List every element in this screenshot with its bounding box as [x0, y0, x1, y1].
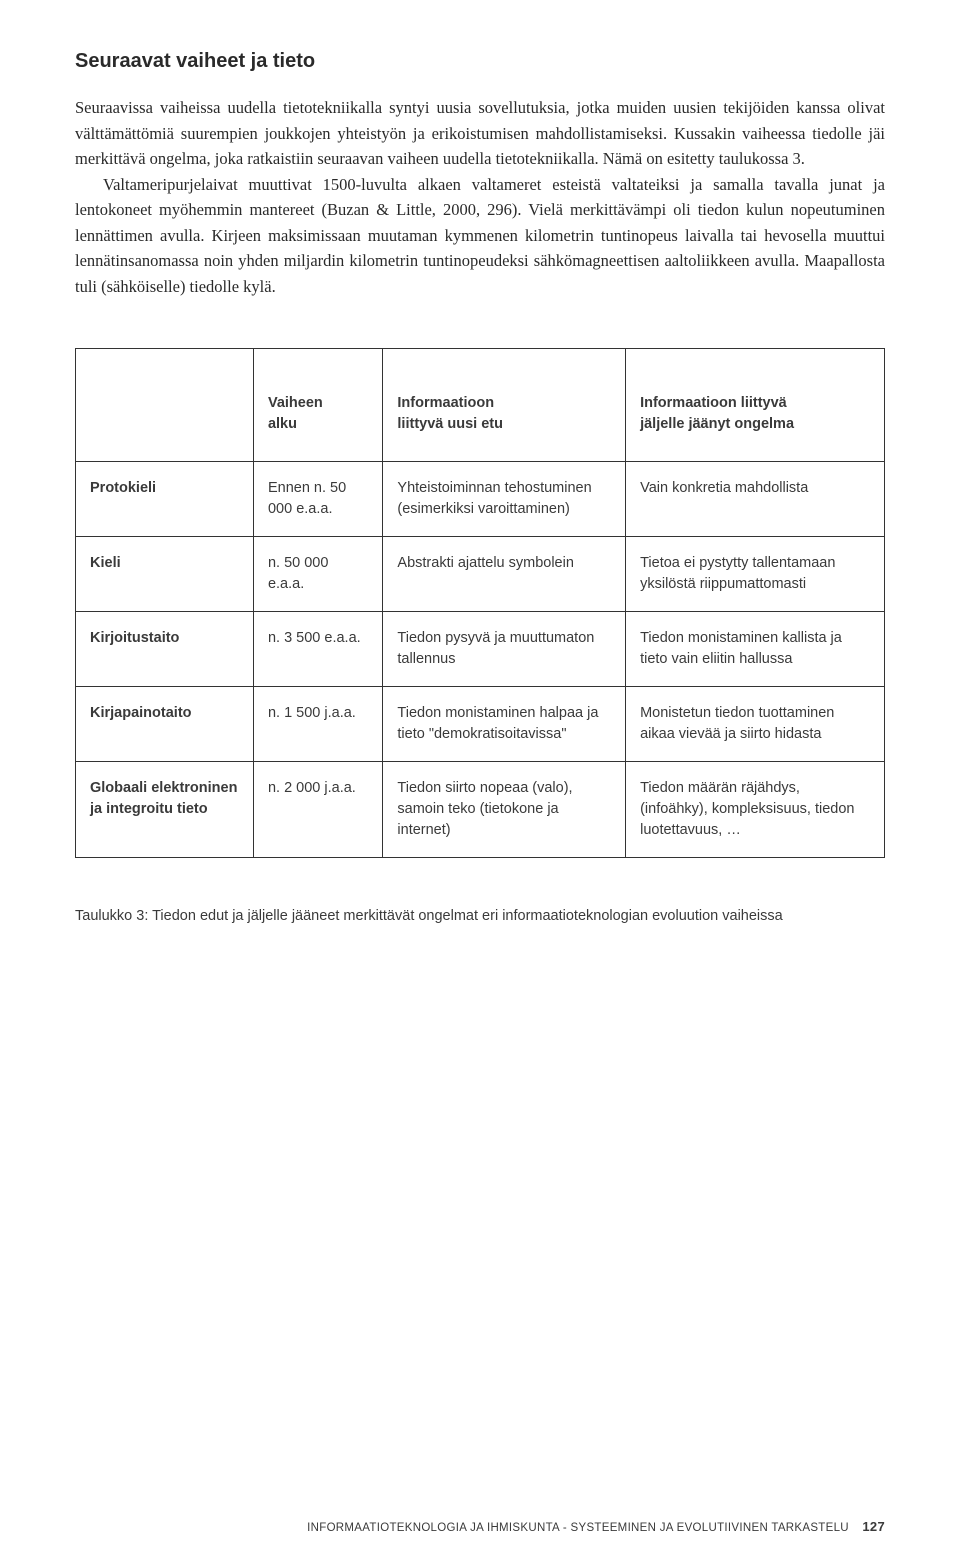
paragraph-1: Seuraavissa vaiheissa uudella tietotekni… — [75, 98, 885, 168]
page-number: 127 — [862, 1519, 885, 1534]
header-line: liittyvä uusi etu — [397, 414, 611, 435]
header-line: Informaatioon — [397, 393, 611, 414]
cell: Monistetun tiedon tuottaminen aikaa viev… — [626, 686, 885, 761]
table-header-ongelma: Informaatioon liittyvä jäljelle jäänyt o… — [626, 348, 885, 461]
cell: Yhteistoiminnan tehostuminen (esimerkiks… — [383, 461, 626, 536]
header-line: jäljelle jäänyt ongelma — [640, 414, 870, 435]
cell: n. 3 500 e.a.a. — [253, 611, 382, 686]
row-label: Kieli — [76, 536, 254, 611]
cell: Ennen n. 50 000 e.a.a. — [253, 461, 382, 536]
table-row: Protokieli Ennen n. 50 000 e.a.a. Yhteis… — [76, 461, 885, 536]
header-line: Vaiheen — [268, 393, 368, 414]
row-label: Kirjapainotaito — [76, 686, 254, 761]
row-label: Globaali elektroninen ja integroitu tiet… — [76, 761, 254, 857]
cell: Vain konkretia mahdollista — [626, 461, 885, 536]
table-header-empty — [76, 348, 254, 461]
page-footer: INFORMAATIOTEKNOLOGIA JA IHMISKUNTA - SY… — [307, 1519, 885, 1534]
header-line: alku — [268, 414, 368, 435]
cell: n. 1 500 j.a.a. — [253, 686, 382, 761]
row-label: Protokieli — [76, 461, 254, 536]
table-row: Globaali elektroninen ja integroitu tiet… — [76, 761, 885, 857]
section-heading: Seuraavat vaiheet ja tieto — [75, 50, 885, 73]
cell: n. 50 000 e.a.a. — [253, 536, 382, 611]
header-line: Informaatioon liittyvä — [640, 393, 870, 414]
table-header-row: Vaiheen alku Informaatioon liittyvä uusi… — [76, 348, 885, 461]
info-table: Vaiheen alku Informaatioon liittyvä uusi… — [75, 348, 885, 858]
row-label: Kirjoitustaito — [76, 611, 254, 686]
cell: Tiedon pysyvä ja muuttumaton tallennus — [383, 611, 626, 686]
table-header-etu: Informaatioon liittyvä uusi etu — [383, 348, 626, 461]
cell: Tiedon siirto nopeaa (valo), samoin teko… — [383, 761, 626, 857]
cell: Tiedon monistaminen kallista ja tieto va… — [626, 611, 885, 686]
cell: Tiedon määrän räjähdys, (infoähky), komp… — [626, 761, 885, 857]
cell: Tietoa ei pystytty tallentamaan yksilöst… — [626, 536, 885, 611]
footer-text: INFORMAATIOTEKNOLOGIA JA IHMISKUNTA - SY… — [307, 1522, 849, 1534]
table-row: Kirjoitustaito n. 3 500 e.a.a. Tiedon py… — [76, 611, 885, 686]
paragraph-2: Valtameripurjelaivat muuttivat 1500-luvu… — [75, 175, 885, 296]
cell: Abstrakti ajattelu symbolein — [383, 536, 626, 611]
table-header-vaiheen: Vaiheen alku — [253, 348, 382, 461]
cell: n. 2 000 j.a.a. — [253, 761, 382, 857]
body-paragraphs: Seuraavissa vaiheissa uudella tietotekni… — [75, 95, 885, 300]
table-caption: Taulukko 3: Tiedon edut ja jäljelle jään… — [75, 906, 885, 928]
table-row: Kirjapainotaito n. 1 500 j.a.a. Tiedon m… — [76, 686, 885, 761]
cell: Tiedon monistaminen halpaa ja tieto "dem… — [383, 686, 626, 761]
table-row: Kieli n. 50 000 e.a.a. Abstrakti ajattel… — [76, 536, 885, 611]
